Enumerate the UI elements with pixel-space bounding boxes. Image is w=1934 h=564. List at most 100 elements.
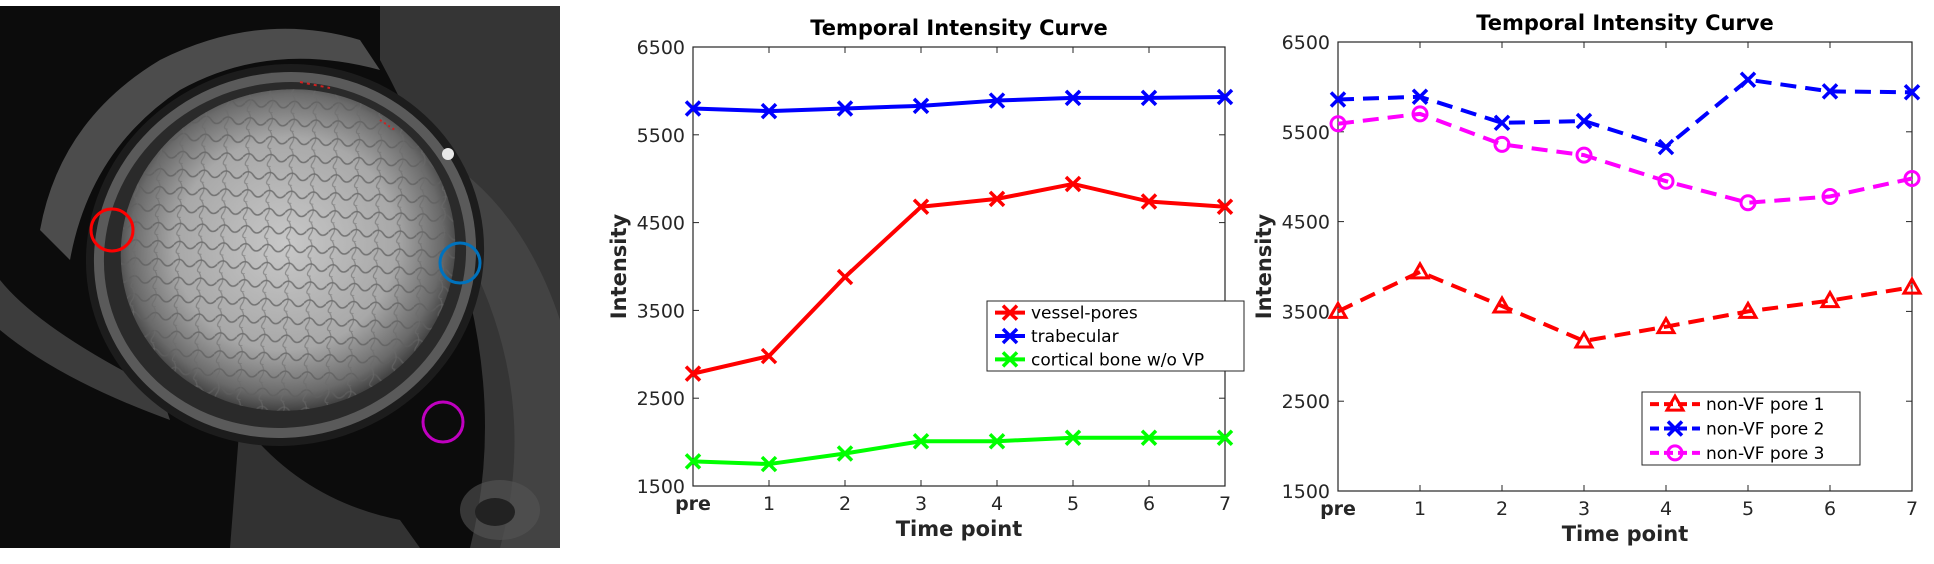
x-tick-label: 7 <box>1906 498 1918 520</box>
x-tick-label: pre <box>675 493 711 515</box>
x-tick-label: pre <box>1320 498 1356 520</box>
data-point <box>1329 91 1347 108</box>
legend-item: vessel-pores <box>995 304 1138 324</box>
y-tick-label: 1500 <box>637 476 685 498</box>
x-tick-label: 2 <box>839 493 851 515</box>
series-trabecular <box>684 88 1234 120</box>
legend-label: vessel-pores <box>1031 304 1138 324</box>
plot-area <box>692 46 1226 487</box>
data-point <box>1140 193 1158 210</box>
legend-marker <box>1664 393 1686 412</box>
data-point <box>684 100 702 117</box>
data-point <box>912 97 930 115</box>
legend-marker <box>1001 327 1019 345</box>
data-point <box>1739 71 1757 88</box>
data-point <box>1903 169 1921 187</box>
y-tick-label: 3500 <box>1282 301 1330 323</box>
legend-box <box>986 300 1245 372</box>
data-point <box>1491 294 1513 314</box>
x-tick-label: 3 <box>1578 498 1590 520</box>
legend: non-VF pore 1 non-VF pore 2 non-VF pore 3 <box>1641 391 1861 466</box>
series-non-vf-pore-2 <box>1329 71 1921 156</box>
data-point <box>1064 175 1082 193</box>
x-tick-label: 4 <box>1660 498 1672 520</box>
x-tick-label: 5 <box>1067 493 1079 515</box>
y-tick-label: 4500 <box>1282 212 1330 234</box>
y-tick-label: 4500 <box>637 213 685 235</box>
x-tick-label: 4 <box>991 493 1003 515</box>
x-tick-label: 2 <box>1496 498 1508 520</box>
data-point <box>988 190 1006 208</box>
data-point <box>1739 194 1757 212</box>
data-point <box>1575 112 1593 130</box>
data-point <box>1493 114 1511 132</box>
series-cortical-bone-w-o-vp <box>684 429 1234 473</box>
series-non-vf-pore-3 <box>1329 105 1921 212</box>
y-tick-label: 5500 <box>637 125 685 147</box>
legend-item: trabecular <box>995 327 1119 347</box>
series-line <box>1337 269 1913 344</box>
data-point <box>1821 83 1839 100</box>
series-line <box>692 95 1226 114</box>
legend-label: non-VF pore 3 <box>1706 444 1824 464</box>
series-line <box>692 181 1226 376</box>
data-point <box>1575 146 1593 164</box>
y-axis-label: Intensity <box>607 213 631 319</box>
data-point <box>684 365 702 382</box>
data-point <box>1216 88 1234 106</box>
legend-marker <box>1001 304 1019 321</box>
data-point <box>760 102 778 120</box>
legend-label: cortical bone w/o VP <box>1031 350 1204 370</box>
data-point <box>1737 300 1759 319</box>
data-point <box>760 347 778 365</box>
data-point <box>988 432 1006 450</box>
legend-marker <box>1001 351 1019 368</box>
legend-marker <box>1666 444 1684 462</box>
data-point <box>1655 315 1677 335</box>
y-tick-label: 1500 <box>1282 481 1330 503</box>
data-point <box>988 92 1006 109</box>
magenta-roi-marker <box>421 400 465 444</box>
data-point <box>1819 289 1841 309</box>
x-tick-label: 5 <box>1742 498 1754 520</box>
legend-label: non-VF pore 2 <box>1706 420 1824 440</box>
y-tick-label: 2500 <box>637 388 685 410</box>
data-point <box>1409 260 1431 280</box>
legend-marker <box>1666 420 1684 437</box>
legend-label: non-VF pore 1 <box>1706 395 1824 415</box>
y-tick-label: 6500 <box>637 37 685 59</box>
x-tick-label: 7 <box>1219 493 1231 515</box>
series-line <box>692 435 1225 467</box>
x-tick-label: 3 <box>915 493 927 515</box>
data-point <box>1573 330 1595 349</box>
data-point <box>1657 138 1675 156</box>
blue-roi-marker <box>438 241 482 285</box>
data-point <box>1903 84 1921 101</box>
x-tick-label: 1 <box>1414 498 1426 520</box>
red-roi-marker <box>89 207 135 253</box>
data-point <box>1140 429 1158 446</box>
y-tick-label: 3500 <box>637 300 685 322</box>
legend-item: cortical bone w/o VP <box>995 350 1204 370</box>
legend-item: non-VF pore 2 <box>1650 420 1824 440</box>
x-tick-label: 6 <box>1143 493 1155 515</box>
data-point <box>912 432 930 450</box>
y-tick-label: 6500 <box>1282 32 1330 54</box>
x-tick-label: 6 <box>1824 498 1836 520</box>
legend: vessel-pores trabecular cortical bone w/o … <box>986 300 1245 372</box>
data-point <box>1901 276 1923 295</box>
data-point <box>912 198 930 216</box>
legend-item: non-VF pore 1 <box>1650 393 1824 415</box>
y-tick-label: 5500 <box>1282 122 1330 144</box>
data-point <box>1216 198 1234 216</box>
data-point <box>1493 135 1511 153</box>
y-axis-label: Intensity <box>1252 213 1276 319</box>
data-point <box>836 100 854 117</box>
x-axis-label: Time point <box>1562 522 1689 546</box>
series-vessel-pores <box>684 175 1234 382</box>
legend-item: non-VF pore 3 <box>1650 444 1824 464</box>
data-point <box>1411 88 1429 106</box>
